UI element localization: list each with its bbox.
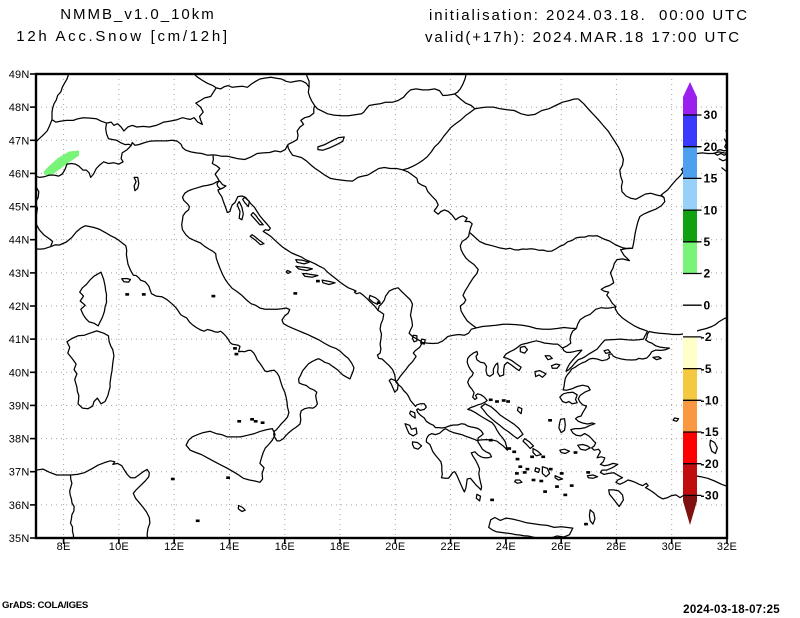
svg-text:44N: 44N [9,235,30,247]
svg-text:-30: -30 [701,489,720,503]
svg-text:16E: 16E [275,541,295,553]
svg-text:2: 2 [704,267,711,281]
svg-text:24E: 24E [496,541,516,553]
svg-text:37N: 37N [9,467,30,479]
svg-text:47N: 47N [9,135,30,147]
svg-text:-10: -10 [701,394,720,408]
svg-text:10E: 10E [109,541,129,553]
svg-text:-20: -20 [701,457,720,471]
svg-text:14E: 14E [219,541,239,553]
svg-text:48N: 48N [9,102,30,114]
svg-text:30E: 30E [662,541,682,553]
svg-text:-15: -15 [701,425,720,439]
svg-text:28E: 28E [606,541,626,553]
svg-text:49N: 49N [9,69,30,81]
svg-text:22E: 22E [441,541,461,553]
svg-text:40N: 40N [9,367,30,379]
svg-text:43N: 43N [9,268,30,280]
svg-text:26E: 26E [551,541,571,553]
svg-text:42N: 42N [9,301,30,313]
svg-text:30: 30 [704,108,718,122]
svg-text:20: 20 [704,140,718,154]
svg-text:-5: -5 [701,362,712,376]
svg-text:5: 5 [704,235,711,249]
svg-text:-2: -2 [701,330,712,344]
svg-text:46N: 46N [9,168,30,180]
svg-text:38N: 38N [9,434,30,446]
svg-text:35N: 35N [9,533,30,545]
svg-text:41N: 41N [9,334,30,346]
svg-text:36N: 36N [9,500,30,512]
svg-text:12E: 12E [164,541,184,553]
svg-text:45N: 45N [9,202,30,214]
svg-text:39N: 39N [9,400,30,412]
svg-text:18E: 18E [330,541,350,553]
svg-text:15: 15 [704,172,718,186]
svg-text:10: 10 [704,203,718,217]
svg-text:8E: 8E [57,541,71,553]
svg-text:20E: 20E [385,541,405,553]
svg-text:0: 0 [704,298,711,312]
svg-text:32E: 32E [717,541,737,553]
